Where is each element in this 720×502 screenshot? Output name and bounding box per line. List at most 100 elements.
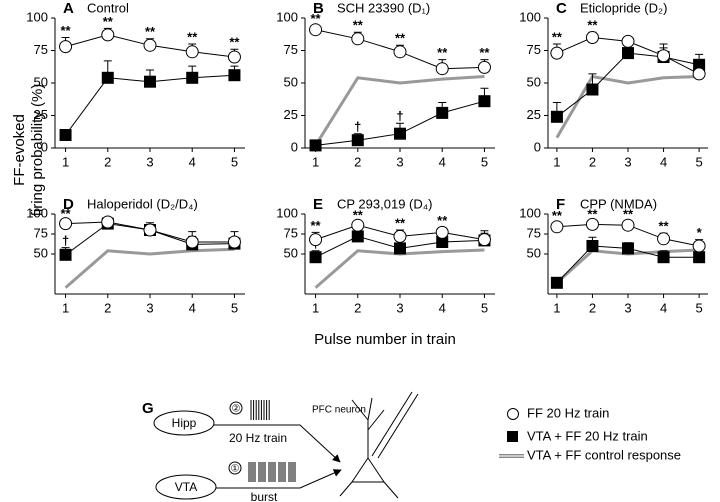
significance-label: †	[354, 119, 361, 134]
data-point	[657, 232, 671, 246]
legend-label: VTA + FF 20 Hz train	[527, 428, 648, 443]
data-point	[101, 71, 114, 84]
significance-label: **	[353, 18, 364, 33]
x-tick-label: 2	[354, 154, 361, 169]
significance-label: **	[395, 215, 406, 230]
data-point	[186, 71, 199, 84]
data-point	[144, 75, 156, 88]
data-point	[550, 220, 564, 234]
y-tick-label: 50	[527, 74, 541, 89]
significance-label: †	[396, 109, 403, 124]
node-label: Hipp	[172, 416, 197, 430]
y-tick-label: 100	[519, 9, 541, 24]
step-circle	[229, 401, 243, 415]
y-tick-label: 50	[284, 74, 298, 89]
data-point	[309, 233, 323, 247]
panel-letter: G	[142, 400, 154, 417]
data-point	[59, 129, 72, 141]
data-point	[436, 236, 449, 248]
panel-title: Control	[87, 0, 129, 15]
vta-node	[155, 474, 217, 500]
data-point	[585, 31, 599, 44]
data-point	[185, 45, 199, 59]
y-tick-label: 100	[276, 205, 298, 220]
y-tick-label: 100	[26, 9, 48, 24]
data-point	[227, 50, 241, 64]
significance-label: **	[310, 11, 321, 26]
step-circle	[228, 461, 242, 475]
x-tick-label: 4	[189, 300, 196, 315]
significance-label: **	[587, 207, 598, 222]
data-point	[351, 218, 365, 232]
data-point	[351, 134, 364, 147]
x-tick-label: 1	[312, 154, 319, 169]
x-tick-label: 3	[396, 300, 403, 315]
significance-label: **	[552, 29, 563, 44]
significance-label: **	[310, 218, 321, 233]
significance-label: **	[437, 45, 448, 60]
data-point	[351, 32, 365, 46]
control-line	[64, 247, 235, 289]
x-tick-label: 5	[481, 154, 488, 169]
data-point	[393, 45, 407, 59]
x-tick-label: 2	[104, 154, 111, 169]
y-tick-label: 0	[534, 139, 541, 154]
significance-label: **	[395, 31, 406, 46]
x-axis-label: Pulse number in train	[314, 331, 456, 348]
x-tick-label: 3	[624, 154, 631, 169]
data-point	[309, 251, 322, 264]
panel-letter: D	[63, 196, 74, 213]
data-point	[477, 233, 491, 247]
y-tick-label: 75	[527, 42, 541, 57]
significance-label: **	[145, 24, 156, 39]
panel-letter: B	[313, 0, 324, 17]
step-label: ①	[231, 464, 240, 475]
data-point	[228, 69, 241, 82]
data-point	[585, 217, 599, 231]
significance-label: †	[62, 233, 69, 248]
y-tick-label: 75	[34, 42, 48, 57]
y-tick-label: 0	[291, 139, 298, 154]
x-tick-label: 5	[695, 300, 702, 315]
x-tick-label: 1	[62, 154, 69, 169]
x-tick-label: 3	[146, 154, 153, 169]
data-point	[693, 251, 706, 264]
data-point	[309, 23, 323, 37]
significance-label: **	[353, 207, 364, 222]
data-point	[435, 62, 449, 76]
significance-label: **	[229, 35, 240, 50]
panel-title: CPP (NMDA)	[580, 196, 657, 211]
data-point	[586, 83, 599, 96]
data-point	[394, 127, 406, 140]
x-tick-label: 4	[660, 154, 667, 169]
data-point	[143, 223, 157, 237]
data-point	[478, 95, 491, 108]
x-tick-label: 1	[62, 300, 69, 315]
spike-train	[248, 462, 296, 482]
control-line	[555, 248, 700, 284]
y-tick-label: 100	[276, 9, 298, 24]
y-axis-label: firing probability (%)	[29, 84, 46, 217]
pfc-neuron	[339, 397, 399, 499]
spike-train	[250, 400, 270, 420]
data-point	[550, 276, 563, 289]
data-point	[657, 49, 671, 63]
panel-title: CP 293,019 (D₄)	[337, 196, 432, 211]
x-tick-label: 5	[231, 154, 238, 169]
target-label: PFC neuron	[312, 405, 366, 416]
x-tick-label: 1	[553, 154, 560, 169]
data-point	[435, 225, 449, 239]
train-label: burst	[251, 490, 278, 502]
data-point	[622, 47, 634, 60]
panel-title: SCH 23390 (D₁)	[337, 0, 430, 15]
significance-label: **	[187, 29, 198, 44]
panel-letter: E	[313, 196, 323, 213]
vta-pathway	[216, 469, 342, 489]
y-tick-label: 75	[284, 42, 298, 57]
x-tick-label: 2	[354, 300, 361, 315]
data-point	[59, 217, 73, 231]
train-label: 20 Hz train	[229, 431, 287, 445]
data-point	[393, 229, 407, 243]
x-tick-label: 5	[231, 300, 238, 315]
